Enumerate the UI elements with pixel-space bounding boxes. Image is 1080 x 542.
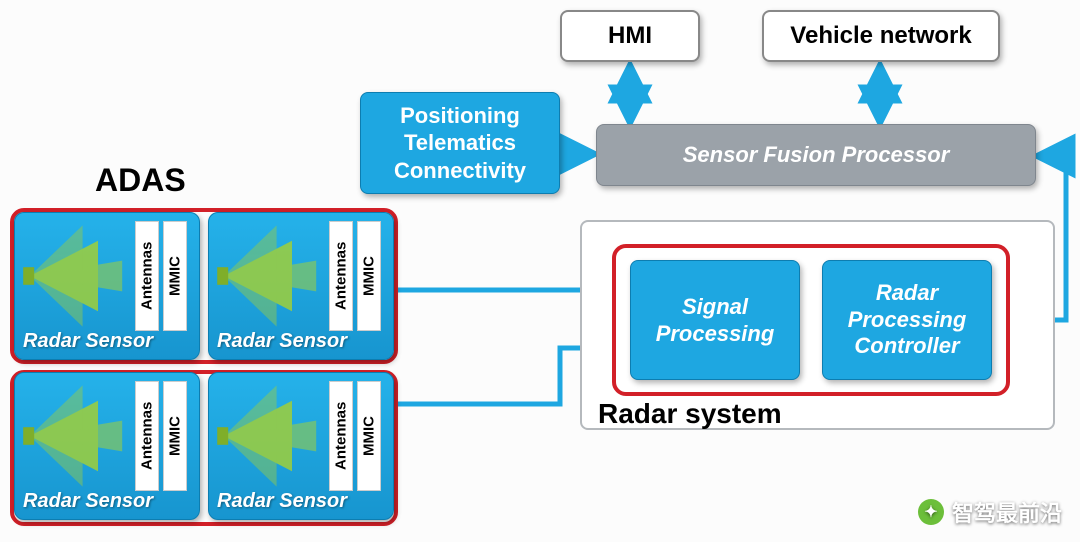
antennas-label: Antennas xyxy=(329,221,353,331)
ptc-box: Positioning Telematics Connectivity xyxy=(360,92,560,194)
antennas-label: Antennas xyxy=(135,381,159,491)
antenna-beam-icon xyxy=(21,381,131,491)
radar-sensor: Antennas MMIC Radar Sensor xyxy=(14,372,200,520)
radar-sensor-label: Radar Sensor xyxy=(23,330,153,353)
hmi-box: HMI xyxy=(560,10,700,62)
mmic-label: MMIC xyxy=(357,381,381,491)
mmic-label: MMIC xyxy=(357,221,381,331)
watermark: ✦ 智驾最前沿 xyxy=(918,496,1062,528)
sensor-fusion-processor-box: Sensor Fusion Processor xyxy=(596,124,1036,186)
watermark-text: 智驾最前沿 xyxy=(952,496,1062,528)
antennas-label: Antennas xyxy=(135,221,159,331)
mmic-label: MMIC xyxy=(163,221,187,331)
signal-processing-box: Signal Processing xyxy=(630,260,800,380)
antenna-beam-icon xyxy=(215,381,325,491)
wechat-icon: ✦ xyxy=(918,499,944,525)
antenna-beam-icon xyxy=(215,221,325,331)
radar-system-title: Radar system xyxy=(598,398,782,430)
radar-sensor: Antennas MMIC Radar Sensor xyxy=(14,212,200,360)
antennas-label: Antennas xyxy=(329,381,353,491)
radar-sensor: Antennas MMIC Radar Sensor xyxy=(208,212,394,360)
adas-title: ADAS xyxy=(95,162,186,199)
radar-sensor-label: Radar Sensor xyxy=(217,490,347,513)
radar-sensor-label: Radar Sensor xyxy=(217,330,347,353)
radar-sensor-label: Radar Sensor xyxy=(23,490,153,513)
antenna-beam-icon xyxy=(21,221,131,331)
mmic-label: MMIC xyxy=(163,381,187,491)
vehicle-network-box: Vehicle network xyxy=(762,10,1000,62)
radar-sensor: Antennas MMIC Radar Sensor xyxy=(208,372,394,520)
radar-controller-box: Radar Processing Controller xyxy=(822,260,992,380)
